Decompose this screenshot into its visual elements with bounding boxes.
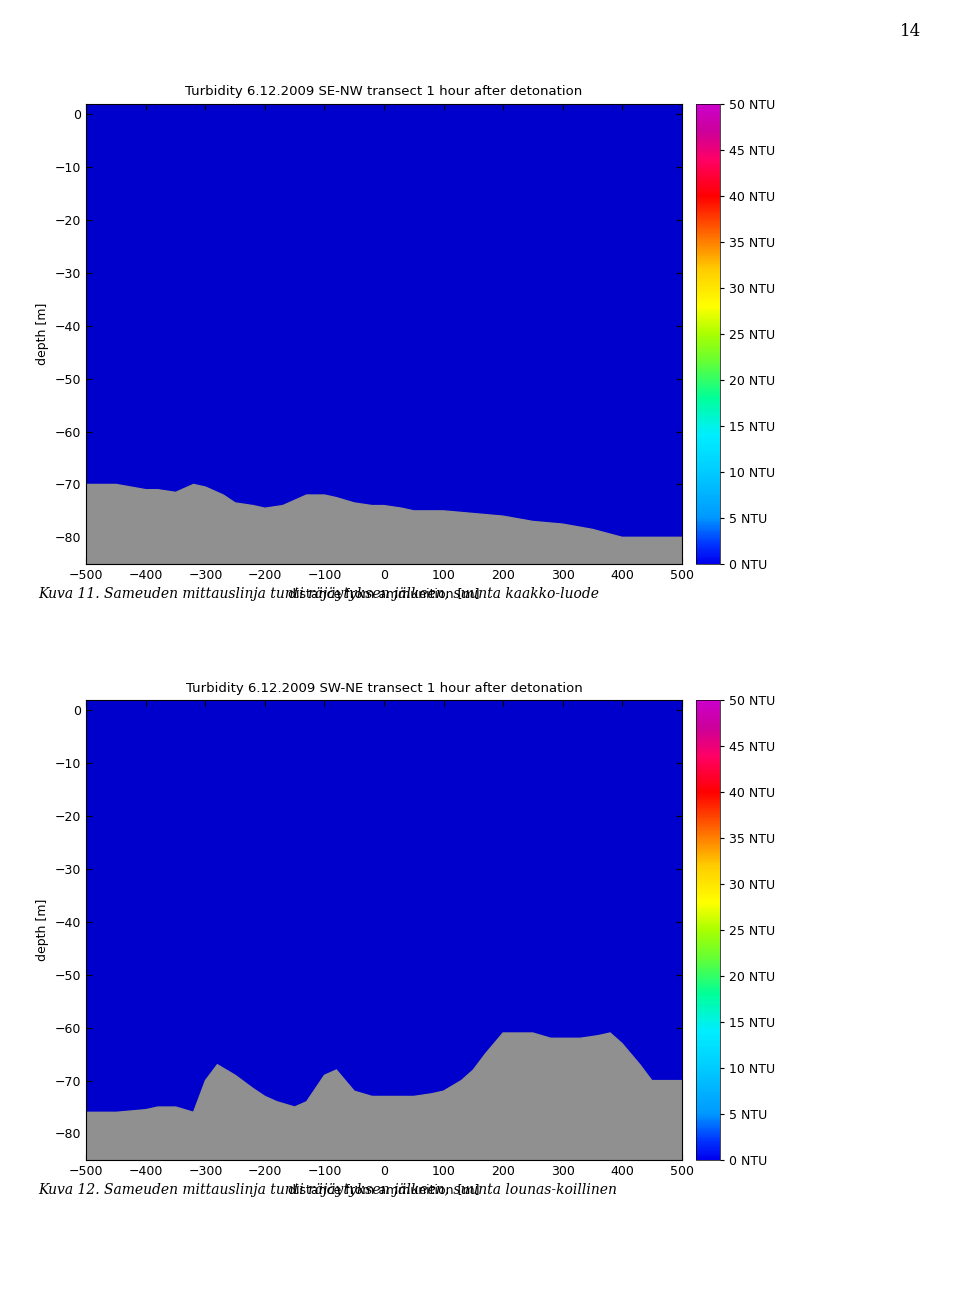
Text: Kuva 11. Sameuden mittauslinja tunti räjäytyksen jälkeen, suunta kaakko-luode: Kuva 11. Sameuden mittauslinja tunti räj…	[38, 587, 599, 601]
Text: Kuva 12. Sameuden mittauslinja tunti räjäytyksen jälkeen, suunta lounas-koilline: Kuva 12. Sameuden mittauslinja tunti räj…	[38, 1183, 617, 1198]
Title: Turbidity 6.12.2009 SE-NW transect 1 hour after detonation: Turbidity 6.12.2009 SE-NW transect 1 hou…	[185, 86, 583, 98]
X-axis label: distance from ammunition [m]: distance from ammunition [m]	[288, 1183, 480, 1196]
Text: 14: 14	[900, 23, 922, 40]
Title: Turbidity 6.12.2009 SW-NE transect 1 hour after detonation: Turbidity 6.12.2009 SW-NE transect 1 hou…	[185, 682, 583, 695]
X-axis label: distance from ammunition [m]: distance from ammunition [m]	[288, 587, 480, 600]
Y-axis label: depth [m]: depth [m]	[36, 898, 50, 962]
Y-axis label: depth [m]: depth [m]	[36, 302, 50, 365]
Polygon shape	[86, 1033, 682, 1160]
Polygon shape	[86, 485, 682, 564]
